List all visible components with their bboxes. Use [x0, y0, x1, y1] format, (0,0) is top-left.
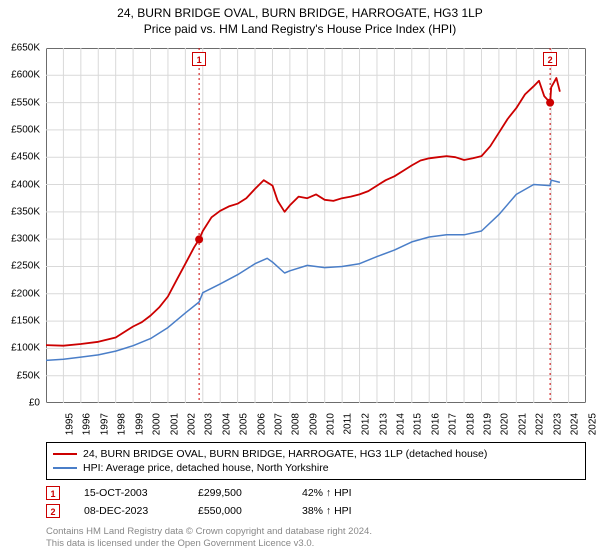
x-tick-label: 2017: [447, 413, 458, 435]
y-tick-label: £150K: [11, 316, 40, 327]
x-tick-label: 2001: [169, 413, 180, 435]
grid-vertical: [46, 48, 586, 403]
y-tick-label: £100K: [11, 343, 40, 354]
x-tick-label: 1999: [134, 413, 145, 435]
y-tick-label: £300K: [11, 234, 40, 245]
y-tick-label: £650K: [11, 43, 40, 54]
y-tick-label: £50K: [17, 370, 40, 381]
y-tick-label: £450K: [11, 152, 40, 163]
event-number-box: 1: [46, 486, 60, 500]
legend-label: HPI: Average price, detached house, Nort…: [83, 462, 329, 474]
event-row: 2 08-DEC-2023 £550,000 38% ↑ HPI: [46, 502, 586, 520]
x-tick-label: 2008: [291, 413, 302, 435]
x-tick-label: 2019: [482, 413, 493, 435]
event-guide-lines: [199, 48, 550, 403]
y-tick-label: £500K: [11, 124, 40, 135]
x-tick-label: 2013: [378, 413, 389, 435]
title-address: 24, BURN BRIDGE OVAL, BURN BRIDGE, HARRO…: [0, 6, 600, 20]
event-marker: 1: [192, 52, 206, 66]
event-table: 1 15-OCT-2003 £299,500 42% ↑ HPI 2 08-DE…: [46, 484, 586, 520]
grid-horizontal: [46, 48, 586, 403]
x-tick-label: 1997: [99, 413, 110, 435]
x-tick-label: 2009: [308, 413, 319, 435]
y-tick-label: £200K: [11, 288, 40, 299]
legend-swatch: [53, 467, 77, 469]
title-block: 24, BURN BRIDGE OVAL, BURN BRIDGE, HARRO…: [0, 0, 600, 36]
y-tick-label: £600K: [11, 70, 40, 81]
event-row: 1 15-OCT-2003 £299,500 42% ↑ HPI: [46, 484, 586, 502]
event-number-box: 2: [46, 504, 60, 518]
legend-item: HPI: Average price, detached house, Nort…: [53, 461, 579, 475]
x-tick-label: 2016: [430, 413, 441, 435]
event-delta: 38% ↑ HPI: [302, 505, 392, 517]
event-dots: [195, 99, 554, 244]
x-tick-label: 2002: [186, 413, 197, 435]
y-tick-label: £550K: [11, 97, 40, 108]
x-tick-label: 2000: [151, 413, 162, 435]
event-marker: 2: [543, 52, 557, 66]
x-tick-label: 2011: [342, 413, 353, 435]
x-tick-label: 2010: [326, 413, 337, 435]
x-tick-label: 2015: [413, 413, 424, 435]
x-tick-label: 2024: [569, 413, 580, 435]
y-tick-label: £250K: [11, 261, 40, 272]
x-tick-label: 2012: [360, 413, 371, 435]
event-price: £550,000: [198, 505, 278, 517]
x-tick-label: 2007: [273, 413, 284, 435]
legend-item: 24, BURN BRIDGE OVAL, BURN BRIDGE, HARRO…: [53, 447, 579, 461]
x-tick-label: 1996: [82, 413, 93, 435]
x-tick-label: 2006: [256, 413, 267, 435]
x-tick-label: 2020: [500, 413, 511, 435]
footer-attribution: Contains HM Land Registry data © Crown c…: [46, 526, 586, 550]
x-tick-label: 2014: [395, 413, 406, 435]
x-tick-label: 2022: [535, 413, 546, 435]
legend-label: 24, BURN BRIDGE OVAL, BURN BRIDGE, HARRO…: [83, 448, 487, 460]
footer-line: This data is licensed under the Open Gov…: [46, 538, 586, 550]
line-series-group: [46, 78, 560, 360]
event-date: 15-OCT-2003: [84, 487, 174, 499]
x-tick-label: 2004: [221, 413, 232, 435]
y-tick-label: £0: [29, 398, 40, 409]
x-tick-label: 2005: [238, 413, 249, 435]
event-date: 08-DEC-2023: [84, 505, 174, 517]
plot-svg: [46, 48, 586, 403]
x-tick-label: 1998: [117, 413, 128, 435]
legend-box: 24, BURN BRIDGE OVAL, BURN BRIDGE, HARRO…: [46, 442, 586, 480]
chart-area: £0£50K£100K£150K£200K£250K£300K£350K£400…: [46, 48, 586, 423]
legend-swatch: [53, 453, 77, 455]
chart-container: 24, BURN BRIDGE OVAL, BURN BRIDGE, HARRO…: [0, 0, 600, 560]
x-tick-label: 2021: [517, 413, 528, 435]
x-tick-label: 2025: [587, 413, 598, 435]
event-price: £299,500: [198, 487, 278, 499]
y-tick-label: £350K: [11, 206, 40, 217]
title-subtitle: Price paid vs. HM Land Registry's House …: [0, 22, 600, 36]
x-tick-label: 2018: [465, 413, 476, 435]
event-delta: 42% ↑ HPI: [302, 487, 392, 499]
y-tick-label: £400K: [11, 179, 40, 190]
footer-line: Contains HM Land Registry data © Crown c…: [46, 526, 586, 538]
x-tick-label: 1995: [64, 413, 75, 435]
x-tick-label: 2003: [204, 413, 215, 435]
x-tick-label: 2023: [552, 413, 563, 435]
